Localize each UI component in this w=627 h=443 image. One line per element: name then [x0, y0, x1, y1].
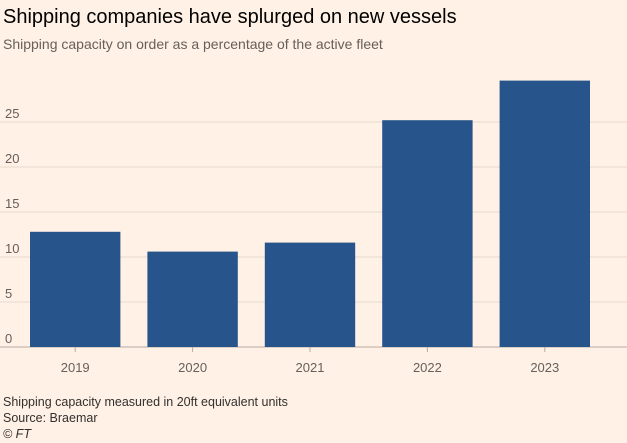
y-tick-label: 5	[5, 286, 12, 301]
x-tick-label: 2022	[413, 360, 442, 375]
y-tick-label: 20	[5, 151, 19, 166]
chart-note: Shipping capacity measured in 20ft equiv…	[3, 395, 288, 409]
chart-title: Shipping companies have splurged on new …	[3, 6, 457, 28]
bar-2019	[30, 231, 121, 347]
bar-2022	[382, 120, 473, 347]
x-tick-label: 2020	[178, 360, 207, 375]
chart-source: Source: Braemar	[3, 411, 98, 425]
chart-subtitle: Shipping capacity on order as a percenta…	[3, 36, 383, 52]
x-tick-label: 2019	[61, 360, 90, 375]
bar-2021	[264, 242, 356, 347]
y-tick-label: 25	[5, 106, 19, 121]
x-tick-label: 2023	[530, 360, 559, 375]
y-tick-label: 10	[5, 241, 19, 256]
y-tick-label: 0	[5, 331, 12, 346]
copyright: © FT	[3, 427, 31, 441]
x-tick-label: 2021	[296, 360, 325, 375]
bar-2020	[147, 251, 238, 347]
y-tick-label: 15	[5, 196, 19, 211]
bar-2023	[499, 80, 590, 347]
bar-chart: 0 5 10 15 20 25 2019 2020 2021 2022 2023	[0, 80, 627, 375]
